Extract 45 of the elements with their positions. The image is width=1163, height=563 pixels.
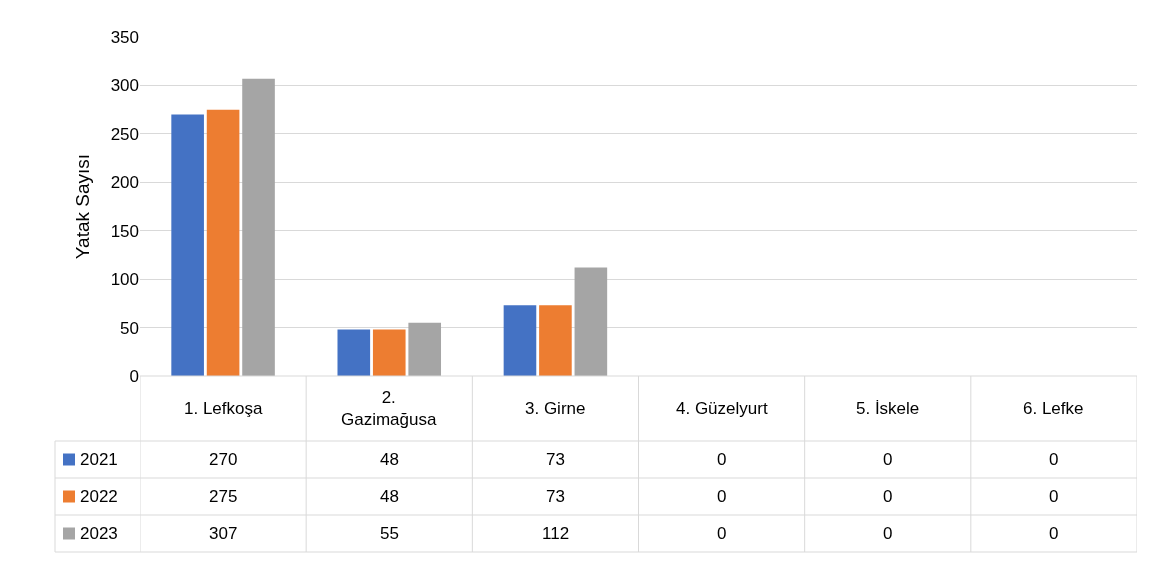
y-tick-label: 350	[110, 27, 139, 47]
bar	[408, 322, 442, 376]
data-label: 55	[380, 524, 399, 543]
y-tick-label: 250	[110, 124, 139, 144]
y-tick-label: 200	[110, 173, 139, 193]
legend-label: 2022	[80, 487, 118, 506]
data-label: 73	[546, 450, 565, 469]
data-label: 275	[209, 487, 238, 506]
data-label: 270	[209, 450, 238, 469]
x-tick-label: 2. Gazimağusa	[341, 388, 437, 430]
y-tick-label: 0	[129, 366, 139, 386]
bar	[372, 329, 406, 376]
data-label: 0	[717, 450, 727, 469]
bar	[337, 329, 371, 376]
y-axis-title: Yatak Sayısı	[72, 153, 94, 260]
data-label: 0	[717, 524, 727, 543]
x-tick-label: 1. Lefkoşa	[184, 399, 263, 418]
data-label: 0	[883, 450, 893, 469]
x-tick-label: 5. İskele	[856, 399, 920, 418]
y-tick-label: 150	[110, 221, 139, 241]
y-tick-label: 100	[110, 270, 139, 290]
data-label: 0	[1049, 450, 1059, 469]
y-tick-label: 300	[110, 76, 139, 96]
data-label: 307	[209, 524, 238, 543]
data-label: 0	[1049, 524, 1059, 543]
data-label: 73	[546, 487, 565, 506]
data-label: 0	[883, 524, 893, 543]
data-label: 112	[542, 524, 570, 543]
y-tick-label: 50	[120, 318, 139, 338]
bar	[574, 267, 608, 376]
x-tick-label: 3. Girne	[525, 399, 586, 418]
data-label: 48	[380, 450, 399, 469]
x-tick-label: 4. Güzelyurt	[676, 399, 768, 418]
bar	[539, 305, 572, 376]
data-label: 0	[883, 487, 893, 506]
data-label: 0	[1049, 487, 1059, 506]
legend-label: 2021	[80, 450, 118, 469]
data-label: 0	[717, 487, 727, 506]
bar	[503, 305, 537, 376]
bar	[171, 114, 204, 376]
bar	[242, 78, 275, 376]
data-label: 48	[380, 487, 399, 506]
x-tick-label: 6. Lefke	[1023, 399, 1084, 418]
bar	[206, 109, 240, 376]
legend-label: 2023	[80, 524, 118, 543]
